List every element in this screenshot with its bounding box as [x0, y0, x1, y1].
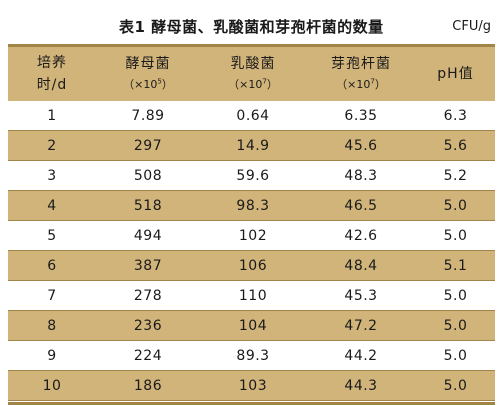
cell-day: 3: [8, 160, 96, 191]
header-lab-unit-prefix: （×10: [228, 78, 263, 91]
cell-lactic-acid-bacteria: 0.64: [200, 101, 306, 131]
header-ph: pH值: [416, 47, 495, 101]
cell-ph: 5.1: [416, 250, 495, 281]
header-bacillus-unit: （×107）: [306, 75, 416, 95]
header-lab-unit: （×107）: [200, 75, 306, 95]
header-yeast-unit: （×105）: [96, 75, 200, 95]
cell-bacillus: 44.3: [306, 370, 416, 401]
table-row: 6 387 106 48.4 5.1: [8, 250, 495, 281]
data-table-container: 培养 时/d 酵母菌 （×105） 乳酸菌 （×107） 芽孢杆菌 （×107）: [8, 44, 495, 405]
header-yeast-unit-prefix: （×10: [123, 78, 158, 91]
header-culture-time: 培养 时/d: [8, 47, 96, 101]
cell-bacillus: 6.35: [306, 101, 416, 131]
table-top-rule: [8, 44, 495, 47]
cell-day: 10: [8, 370, 96, 401]
cell-yeast: 297: [96, 130, 200, 161]
header-bacillus-unit-exp: 7: [370, 77, 375, 86]
cell-lactic-acid-bacteria: 102: [200, 220, 306, 251]
cell-yeast: 7.89: [96, 101, 200, 131]
cell-ph: 6.3: [416, 101, 495, 131]
header-lab-name: 乳酸菌: [230, 56, 276, 72]
cell-day: 1: [8, 101, 96, 131]
cell-ph: 5.6: [416, 130, 495, 161]
table-row: 2 297 14.9 45.6 5.6: [8, 130, 495, 161]
cell-ph: 5.2: [416, 160, 495, 191]
cell-day: 4: [8, 190, 96, 221]
header-bacillus-name: 芽孢杆菌: [331, 56, 391, 72]
cell-lactic-acid-bacteria: 59.6: [200, 160, 306, 191]
table-row: 4 518 98.3 46.5 5.0: [8, 190, 495, 221]
header-bacillus-unit-suffix: ）: [374, 78, 386, 91]
header-lactic-acid-bacteria: 乳酸菌 （×107）: [200, 47, 306, 101]
cell-bacillus: 46.5: [306, 190, 416, 221]
header-lab-unit-suffix: ）: [266, 78, 278, 91]
header-bacillus: 芽孢杆菌 （×107）: [306, 47, 416, 101]
cell-ph: 5.0: [416, 280, 495, 311]
table-row: 5 494 102 42.6 5.0: [8, 220, 495, 251]
cell-day: 5: [8, 220, 96, 251]
cell-bacillus: 48.4: [306, 250, 416, 281]
cell-lactic-acid-bacteria: 89.3: [200, 340, 306, 371]
table-row: 7 278 110 45.3 5.0: [8, 280, 495, 311]
header-yeast-unit-suffix: ）: [161, 78, 173, 91]
table-row: 10 186 103 44.3 5.0: [8, 370, 495, 401]
cell-day: 6: [8, 250, 96, 281]
cell-lactic-acid-bacteria: 106: [200, 250, 306, 281]
cell-ph: 5.0: [416, 220, 495, 251]
cell-ph: 5.0: [416, 310, 495, 341]
table-title: 表1 酵母菌、乳酸菌和芽孢杆菌的数量: [119, 18, 384, 36]
table-row: 1 7.89 0.64 6.35 6.3: [8, 101, 495, 131]
cell-yeast: 236: [96, 310, 200, 341]
cell-yeast: 387: [96, 250, 200, 281]
header-bacillus-unit-prefix: （×10: [336, 78, 371, 91]
table-body: 1 7.89 0.64 6.35 6.3 2 297 14.9 45.6 5.6 3 508 59.6 4…: [8, 101, 495, 401]
table-row: 9 224 89.3 44.2 5.0: [8, 340, 495, 371]
cell-yeast: 278: [96, 280, 200, 311]
table-caption: 表1 酵母菌、乳酸菌和芽孢杆菌的数量 CFU/g: [0, 14, 503, 40]
cell-ph: 5.0: [416, 340, 495, 371]
header-yeast: 酵母菌 （×105）: [96, 47, 200, 101]
header-yeast-name: 酵母菌: [125, 56, 171, 72]
table-header-row: 培养 时/d 酵母菌 （×105） 乳酸菌 （×107） 芽孢杆菌 （×107）: [8, 47, 495, 101]
cell-lactic-acid-bacteria: 110: [200, 280, 306, 311]
cell-yeast: 186: [96, 370, 200, 401]
table-row: 3 508 59.6 48.3 5.2: [8, 160, 495, 191]
cell-bacillus: 44.2: [306, 340, 416, 371]
header-lab-unit-exp: 7: [262, 77, 267, 86]
cell-day: 2: [8, 130, 96, 161]
cell-yeast: 518: [96, 190, 200, 221]
cell-lactic-acid-bacteria: 104: [200, 310, 306, 341]
table-row: 8 236 104 47.2 5.0: [8, 310, 495, 341]
cell-lactic-acid-bacteria: 14.9: [200, 130, 306, 161]
header-ph-name: pH值: [437, 66, 474, 82]
cell-yeast: 224: [96, 340, 200, 371]
cell-day: 8: [8, 310, 96, 341]
cell-bacillus: 48.3: [306, 160, 416, 191]
cell-yeast: 508: [96, 160, 200, 191]
cell-bacillus: 45.6: [306, 130, 416, 161]
cell-day: 7: [8, 280, 96, 311]
cell-ph: 5.0: [416, 190, 495, 221]
cell-yeast: 494: [96, 220, 200, 251]
data-table: 培养 时/d 酵母菌 （×105） 乳酸菌 （×107） 芽孢杆菌 （×107）: [8, 47, 495, 401]
cell-ph: 5.0: [416, 370, 495, 401]
cell-day: 9: [8, 340, 96, 371]
cell-lactic-acid-bacteria: 98.3: [200, 190, 306, 221]
cell-bacillus: 47.2: [306, 310, 416, 341]
cell-lactic-acid-bacteria: 103: [200, 370, 306, 401]
header-culture-time-line2: 时/d: [36, 77, 68, 93]
cell-bacillus: 42.6: [306, 220, 416, 251]
header-yeast-unit-exp: 5: [157, 77, 162, 86]
cell-bacillus: 45.3: [306, 280, 416, 311]
header-culture-time-line1: 培养: [37, 55, 67, 71]
table-unit: CFU/g: [452, 19, 491, 34]
